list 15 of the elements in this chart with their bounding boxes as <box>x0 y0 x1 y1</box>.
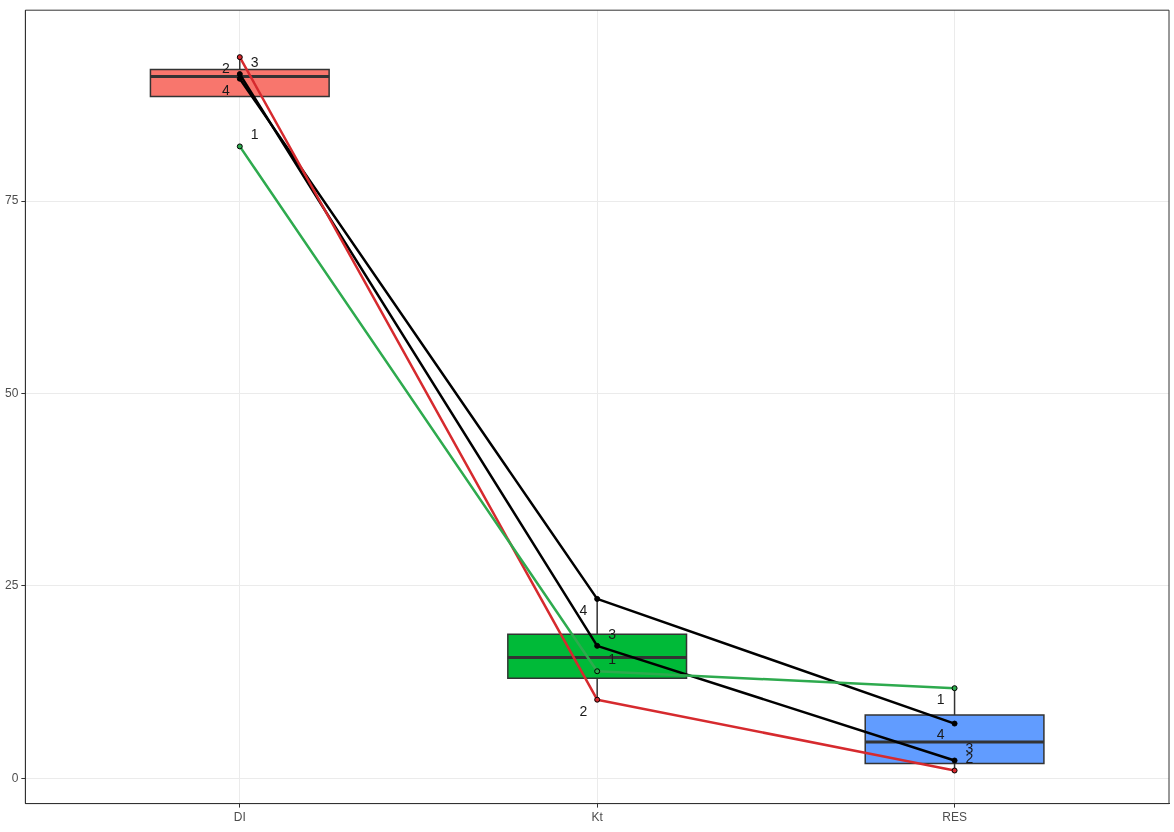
x-tick-label: RES <box>942 810 967 825</box>
annotation: 4 <box>221 81 230 98</box>
annotation: 3 <box>608 625 617 642</box>
annotation: 4 <box>579 601 588 618</box>
x-tick-label: Kt <box>591 810 604 825</box>
y-tick-label: 75 <box>4 193 19 208</box>
annotation: 1 <box>250 126 259 143</box>
annotation: 2 <box>579 702 588 719</box>
y-tick-label: 0 <box>11 770 19 785</box>
annotation: 4 <box>936 726 945 743</box>
x-tick-label: DI <box>233 810 246 825</box>
y-tick-label: 25 <box>4 578 19 593</box>
annotation: 3 <box>250 53 259 70</box>
annotation: 1 <box>936 691 945 708</box>
y-tick-label: 50 <box>4 385 19 400</box>
